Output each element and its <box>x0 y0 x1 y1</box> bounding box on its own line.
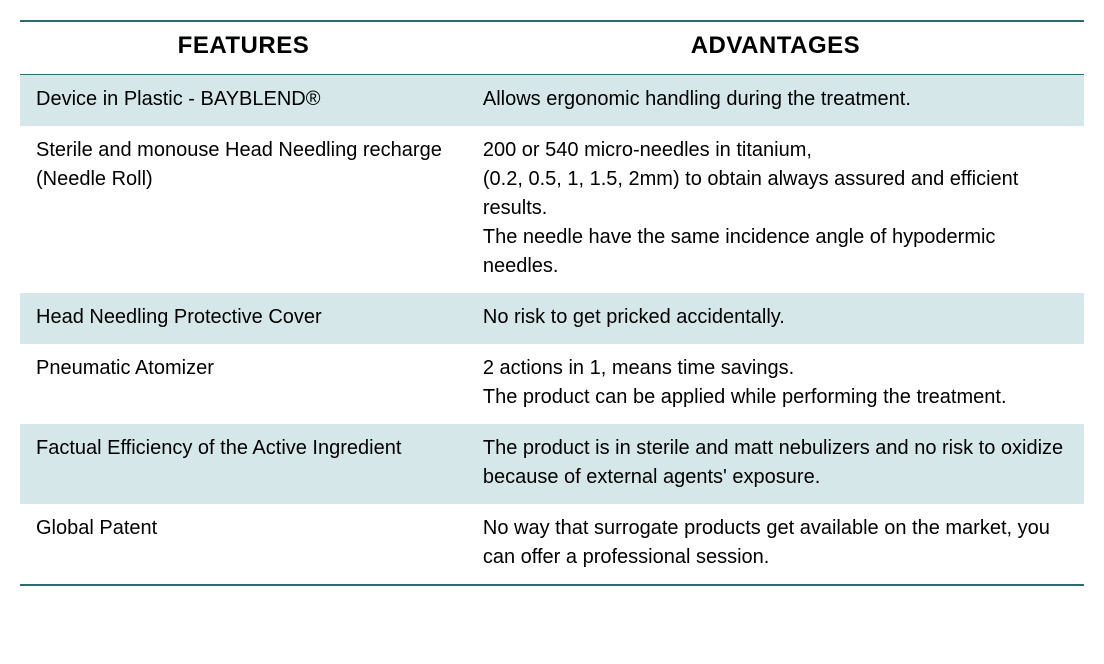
advantage-cell: 200 or 540 micro-needles in titanium, (0… <box>467 126 1084 293</box>
table-body: Device in Plastic - BAYBLEND®Allows ergo… <box>20 75 1084 586</box>
feature-cell: Sterile and monouse Head Needling rechar… <box>20 126 467 293</box>
table-row: Pneumatic Atomizer2 actions in 1, means … <box>20 344 1084 424</box>
feature-cell: Device in Plastic - BAYBLEND® <box>20 75 467 127</box>
feature-cell: Factual Efficiency of the Active Ingredi… <box>20 424 467 504</box>
features-advantages-table: FEATURES ADVANTAGES Device in Plastic - … <box>20 20 1084 586</box>
table-row: Global PatentNo way that surrogate produ… <box>20 504 1084 585</box>
table-header-row: FEATURES ADVANTAGES <box>20 21 1084 75</box>
feature-cell: Head Needling Protective Cover <box>20 293 467 344</box>
advantage-cell: Allows ergonomic handling during the tre… <box>467 75 1084 127</box>
advantage-cell: 2 actions in 1, means time savings. The … <box>467 344 1084 424</box>
table-row: Device in Plastic - BAYBLEND®Allows ergo… <box>20 75 1084 127</box>
table-row: Head Needling Protective CoverNo risk to… <box>20 293 1084 344</box>
advantage-cell: No risk to get pricked accidentally. <box>467 293 1084 344</box>
feature-cell: Pneumatic Atomizer <box>20 344 467 424</box>
advantage-cell: No way that surrogate products get avail… <box>467 504 1084 585</box>
feature-cell: Global Patent <box>20 504 467 585</box>
table-row: Factual Efficiency of the Active Ingredi… <box>20 424 1084 504</box>
header-features: FEATURES <box>20 21 467 75</box>
table-row: Sterile and monouse Head Needling rechar… <box>20 126 1084 293</box>
advantage-cell: The product is in sterile and matt nebul… <box>467 424 1084 504</box>
header-advantages: ADVANTAGES <box>467 21 1084 75</box>
